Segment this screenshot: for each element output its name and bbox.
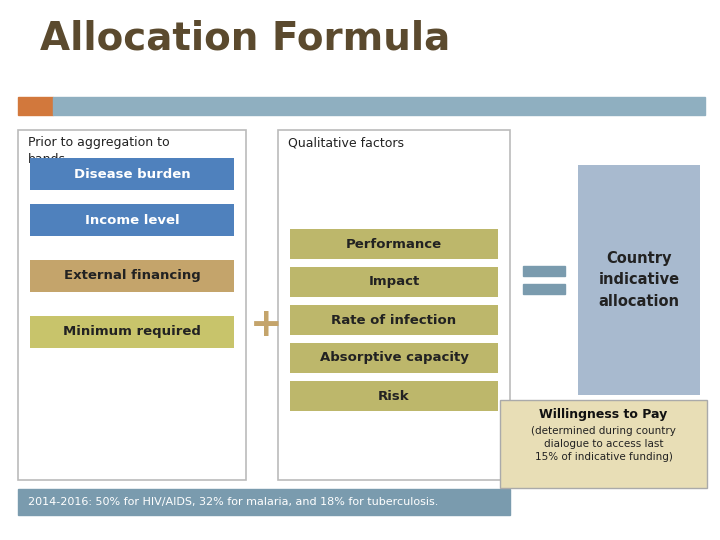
Text: Willingness to Pay: Willingness to Pay — [539, 408, 667, 421]
Text: Absorptive capacity: Absorptive capacity — [320, 352, 469, 365]
Bar — [53, 97, 705, 115]
Bar — [290, 229, 498, 259]
Bar — [290, 343, 498, 373]
Bar — [290, 381, 498, 411]
Bar — [18, 130, 246, 480]
Bar — [18, 97, 53, 115]
Bar — [523, 284, 565, 294]
Text: Performance: Performance — [346, 238, 442, 251]
Text: Minimum required: Minimum required — [63, 326, 201, 339]
Bar — [578, 165, 700, 395]
Bar — [30, 158, 234, 190]
Bar — [290, 305, 498, 335]
Text: 2014-2016: 50% for HIV/AIDS, 32% for malaria, and 18% for tuberculosis.: 2014-2016: 50% for HIV/AIDS, 32% for mal… — [28, 497, 438, 507]
Text: Country
indicative
allocation: Country indicative allocation — [598, 252, 680, 308]
Text: Allocation Formula: Allocation Formula — [40, 20, 450, 58]
Bar — [500, 400, 707, 488]
Bar — [30, 204, 234, 236]
Text: Income level: Income level — [85, 213, 179, 226]
Text: Prior to aggregation to
bands: Prior to aggregation to bands — [28, 136, 170, 166]
Bar — [30, 260, 234, 292]
Bar — [523, 266, 565, 276]
Text: Rate of infection: Rate of infection — [331, 314, 456, 327]
Bar — [18, 489, 510, 515]
Text: Impact: Impact — [369, 275, 420, 288]
Text: +: + — [250, 306, 282, 344]
Bar — [278, 130, 510, 480]
Text: Risk: Risk — [378, 389, 410, 402]
Text: External financing: External financing — [63, 269, 200, 282]
Text: (determined during country
dialogue to access last
15% of indicative funding): (determined during country dialogue to a… — [531, 426, 676, 462]
Bar — [290, 267, 498, 297]
Bar — [30, 316, 234, 348]
Text: Qualitative factors: Qualitative factors — [288, 136, 404, 149]
Text: Disease burden: Disease burden — [73, 167, 190, 180]
